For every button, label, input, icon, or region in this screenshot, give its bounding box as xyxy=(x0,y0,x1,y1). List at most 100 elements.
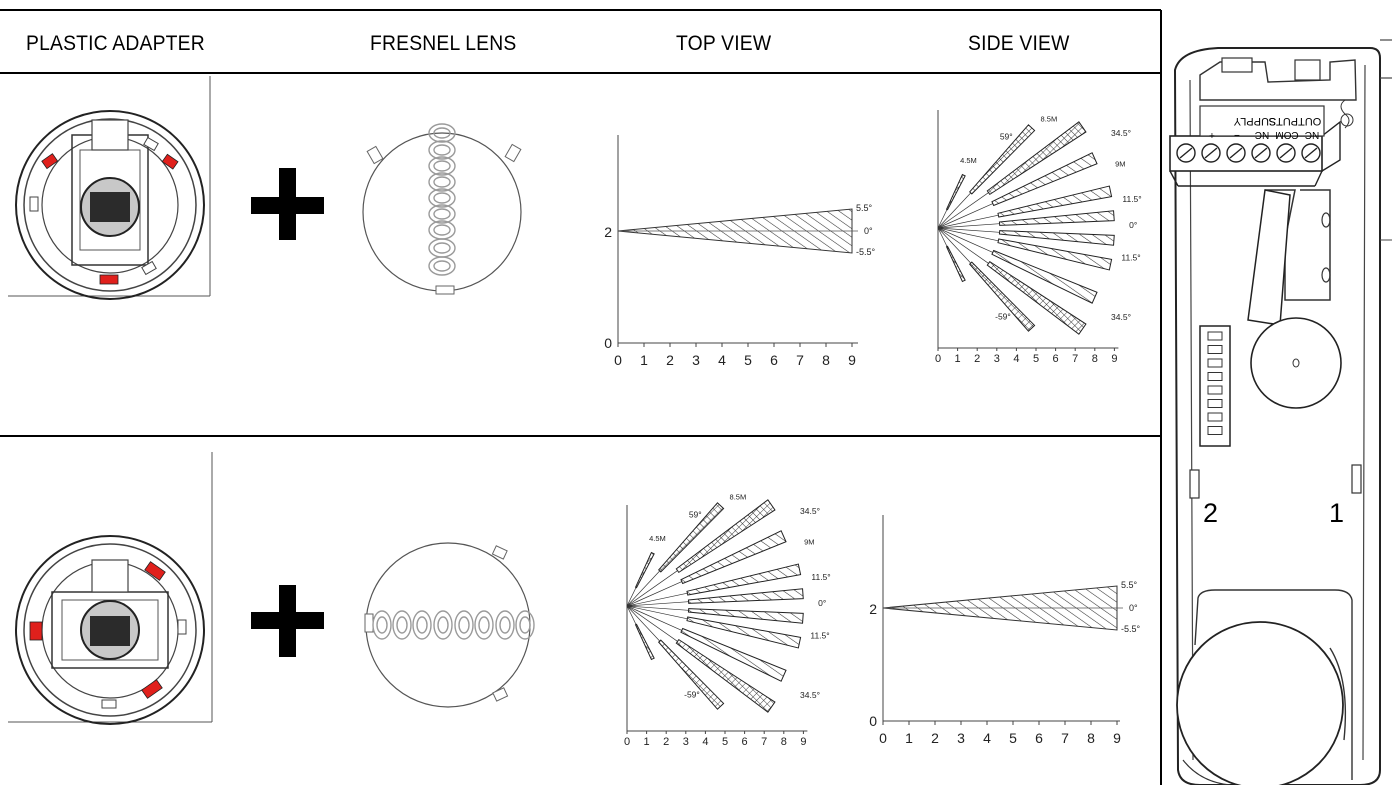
x-tick-label: 5 xyxy=(722,736,728,748)
terminal-sublabel: + xyxy=(1209,129,1215,140)
x-tick-label: 4 xyxy=(702,736,708,748)
beam xyxy=(687,608,804,624)
beam-ray xyxy=(937,223,1000,229)
beam xyxy=(968,261,1036,332)
header-plastic-adapter: PLASTIC ADAPTER xyxy=(26,32,205,55)
lens-ring xyxy=(428,140,456,160)
x-tick-label: 6 xyxy=(742,736,748,748)
lens-ring-inner xyxy=(433,127,451,139)
header-side-view: SIDE VIEW xyxy=(968,32,1070,55)
angle-label: -5.5° xyxy=(856,247,876,257)
y-label: 0 xyxy=(604,335,612,351)
x-tick-label: 9 xyxy=(800,736,806,748)
beam xyxy=(657,502,725,573)
beam-ray xyxy=(937,227,948,247)
angle-label: 5.5° xyxy=(856,203,873,213)
beam xyxy=(680,530,787,585)
position-label-1: 1 xyxy=(1329,498,1344,528)
x-tick-label: 0 xyxy=(624,736,630,748)
beam xyxy=(997,238,1113,271)
angle-label: 0° xyxy=(864,226,873,236)
terminal-sublabel-group: COM xyxy=(1275,129,1298,140)
terminal-sublabel-group: NC xyxy=(1255,129,1269,140)
beam xyxy=(945,245,966,283)
beam-ray xyxy=(937,227,993,253)
beam xyxy=(687,588,804,604)
y-label: 0 xyxy=(869,713,877,729)
angle-label: 34.5° xyxy=(800,690,820,700)
plastic-adapter-vertical xyxy=(8,76,211,300)
lens-ring xyxy=(433,610,453,640)
beam xyxy=(991,249,1098,304)
angle-label: 34.5° xyxy=(1111,312,1131,322)
screw-slot xyxy=(1229,147,1243,159)
angle-label: -59° xyxy=(995,311,1011,321)
dip-switch xyxy=(1207,399,1223,408)
x-tick-label: 2 xyxy=(663,736,669,748)
lens-ring-inner xyxy=(433,160,451,172)
lens-ring-inner xyxy=(433,260,451,272)
beam xyxy=(991,152,1098,207)
dip-switch xyxy=(1207,345,1223,354)
lens-ring xyxy=(428,238,456,258)
x-tick-label: 4 xyxy=(983,730,991,746)
terminal-sublabel-group: + xyxy=(1209,129,1215,140)
beam xyxy=(945,173,966,211)
dip-switch xyxy=(1207,372,1223,381)
beam-ray xyxy=(937,227,999,242)
lens-ring xyxy=(428,256,456,276)
x-tick-label: 0 xyxy=(935,353,941,365)
x-tick-label: 9 xyxy=(1113,730,1121,746)
lens-ring xyxy=(392,610,412,640)
position-label-2: 2 xyxy=(1203,498,1218,528)
x-tick-label: 2 xyxy=(931,730,939,746)
x-tick-label: 4 xyxy=(1013,353,1019,365)
angle-label: 11.5° xyxy=(1122,194,1141,204)
lens-ring xyxy=(428,188,456,208)
x-tick-label: 9 xyxy=(1111,353,1117,365)
lens-ring-inner xyxy=(433,224,451,236)
lens-ring xyxy=(428,156,456,176)
angle-label: 59° xyxy=(1000,132,1013,142)
lens-ring xyxy=(372,610,392,640)
screw-slot xyxy=(1279,147,1293,159)
x-tick-label: 5 xyxy=(1009,730,1017,746)
dip-switch xyxy=(1207,385,1223,395)
angle-label: 34.5° xyxy=(800,506,820,516)
x-tick-label: 4 xyxy=(718,352,726,368)
beam xyxy=(634,551,655,589)
beam-ray xyxy=(626,605,678,642)
x-tick-label: 1 xyxy=(905,730,913,746)
beam xyxy=(968,124,1036,195)
beam-ray xyxy=(626,605,682,631)
lens-ring xyxy=(428,204,456,224)
y-label: 2 xyxy=(604,224,612,240)
terminal-sublabel: NC xyxy=(1305,129,1319,140)
beam xyxy=(686,616,802,649)
lens-ring xyxy=(515,610,535,640)
beam-ray xyxy=(937,192,972,229)
x-tick-label: 7 xyxy=(796,352,804,368)
range-label: 4.5M xyxy=(649,534,666,543)
beam-ray xyxy=(937,192,989,229)
range-label: 8.5M xyxy=(730,492,747,501)
header-top-view: TOP VIEW xyxy=(676,32,772,55)
beam-ray xyxy=(626,605,661,642)
x-tick-label: 0 xyxy=(879,730,887,746)
lens-ring xyxy=(474,610,494,640)
top-view-wide-chart: 0 1 2 3 4 5 6 7 8 9 59° 34.5° 11.5° 0° 11.5° 34.5° -59° 4… xyxy=(624,492,831,748)
x-tick-label: 3 xyxy=(692,352,700,368)
x-tick-label: 8 xyxy=(822,352,830,368)
beam-ray xyxy=(626,605,689,611)
angle-label: -5.5° xyxy=(1121,624,1141,634)
beam xyxy=(675,638,776,713)
screw-slot xyxy=(1204,147,1218,159)
x-tick-label: 0 xyxy=(614,352,622,368)
x-tick-label: 2 xyxy=(666,352,674,368)
angle-label: 34.5° xyxy=(1111,128,1131,138)
lens-ring-inner xyxy=(396,616,408,634)
beam-ray xyxy=(626,570,678,607)
lens-ring-inner xyxy=(437,616,449,634)
screw-slot xyxy=(1179,147,1193,159)
range-label: 9M xyxy=(804,537,814,546)
